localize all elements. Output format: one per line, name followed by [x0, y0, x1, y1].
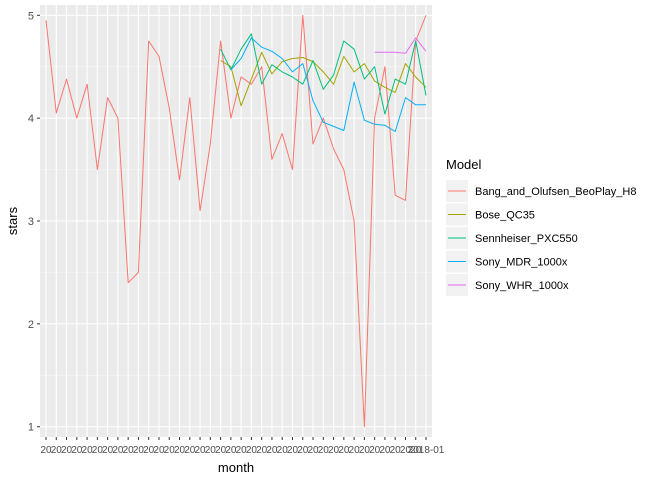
x-tick-label: 20 — [307, 445, 319, 456]
legend-item: Bose_QC35 — [446, 203, 535, 226]
x-tick-label: 20 — [133, 445, 145, 456]
x-tick-label: 20 — [287, 445, 299, 456]
x-tick-label: 20 — [51, 445, 63, 456]
x-axis-title: month — [218, 460, 254, 475]
x-tick-label: 20 — [205, 445, 217, 456]
series-line-sennheiser-pxc550 — [220, 33, 427, 115]
x-axis: 20 20 20 20 20 20 20 20 20 20 20 20 20 20 20 20 20 20 20 20… — [40, 437, 445, 456]
x-tick-label: 20 — [82, 445, 94, 456]
grid-minor — [40, 66, 432, 376]
legend-item: Sony_MDR_1000x — [446, 250, 568, 273]
x-tick-label: 20 — [215, 445, 227, 456]
legend-item: Sennheiser_PXC550 — [446, 227, 578, 249]
legend-title: Model — [446, 157, 482, 172]
x-tick-label: 20 — [143, 445, 155, 456]
y-tick-label: 4 — [28, 113, 34, 125]
x-tick-label: 20 — [174, 445, 186, 456]
legend-item: Sony_WHR_1000x — [446, 274, 569, 296]
legend-item: Bang_and_Olufsen_BeoPlay_H8 — [446, 180, 636, 202]
x-tick-label: 20 — [112, 445, 124, 456]
x-tick-label: 20 — [102, 445, 114, 456]
x-tick-label: 20 — [40, 445, 52, 456]
x-tick-label: 20 — [92, 445, 104, 456]
x-tick-label: 20 — [184, 445, 196, 456]
legend-label: Sony_WHR_1000x — [475, 280, 569, 292]
x-tick-label: 20 — [369, 445, 381, 456]
x-tick-label: 20 — [153, 445, 165, 456]
y-axis: 1 2 3 4 5 — [28, 10, 40, 434]
x-tick-label: 20 — [297, 445, 309, 456]
x-tick-label: 20 — [225, 445, 237, 456]
y-tick-label: 2 — [28, 319, 34, 331]
series-line-bang-and-olufsen-beoplay-h8 — [45, 14, 427, 428]
y-tick-label: 1 — [28, 422, 34, 434]
x-tick-label: 20 — [390, 445, 402, 456]
x-tick-label: 20 — [277, 445, 289, 456]
y-axis-title: stars — [5, 206, 20, 235]
legend-label: Bang_and_Olufsen_BeoPlay_H8 — [475, 186, 636, 198]
x-tick-label: 20 — [379, 445, 391, 456]
x-tick-label: 20 — [246, 445, 258, 456]
x-tick-label: 20 — [71, 445, 83, 456]
x-tick-label: 20 — [410, 445, 422, 456]
x-tick-label: 20 — [61, 445, 73, 456]
x-tick-label: 20 — [338, 445, 350, 456]
x-tick-label: 20 — [123, 445, 135, 456]
x-tick-label: 20 — [359, 445, 371, 456]
series-line-sony-whr-1000x — [374, 37, 427, 54]
x-tick-label: 20 — [164, 445, 176, 456]
x-tick-label: 20 — [266, 445, 278, 456]
x-tick-label: 20 — [236, 445, 248, 456]
legend-label: Sony_MDR_1000x — [475, 257, 568, 269]
x-tick-label: 20 — [400, 445, 412, 456]
legend-label: Sennheiser_PXC550 — [475, 233, 578, 245]
series-line-sony-mdr-1000x — [230, 37, 426, 132]
y-tick-label: 5 — [28, 10, 34, 22]
x-tick-label: 20 — [318, 445, 330, 456]
grid-major — [40, 5, 432, 437]
x-tick-label: 20 — [349, 445, 361, 456]
x-tick-label: 20 — [194, 445, 206, 456]
legend-label: Bose_QC35 — [475, 210, 535, 222]
y-tick-label: 3 — [28, 216, 34, 228]
x-tick-label: 20 — [256, 445, 268, 456]
series-layer — [45, 14, 427, 428]
legend: Model Bang_and_Olufsen_BeoPlay_H8 Bose_QC… — [446, 157, 636, 296]
x-tick-label: 2018-01 — [408, 445, 445, 456]
x-tick-label: 20 — [328, 445, 340, 456]
